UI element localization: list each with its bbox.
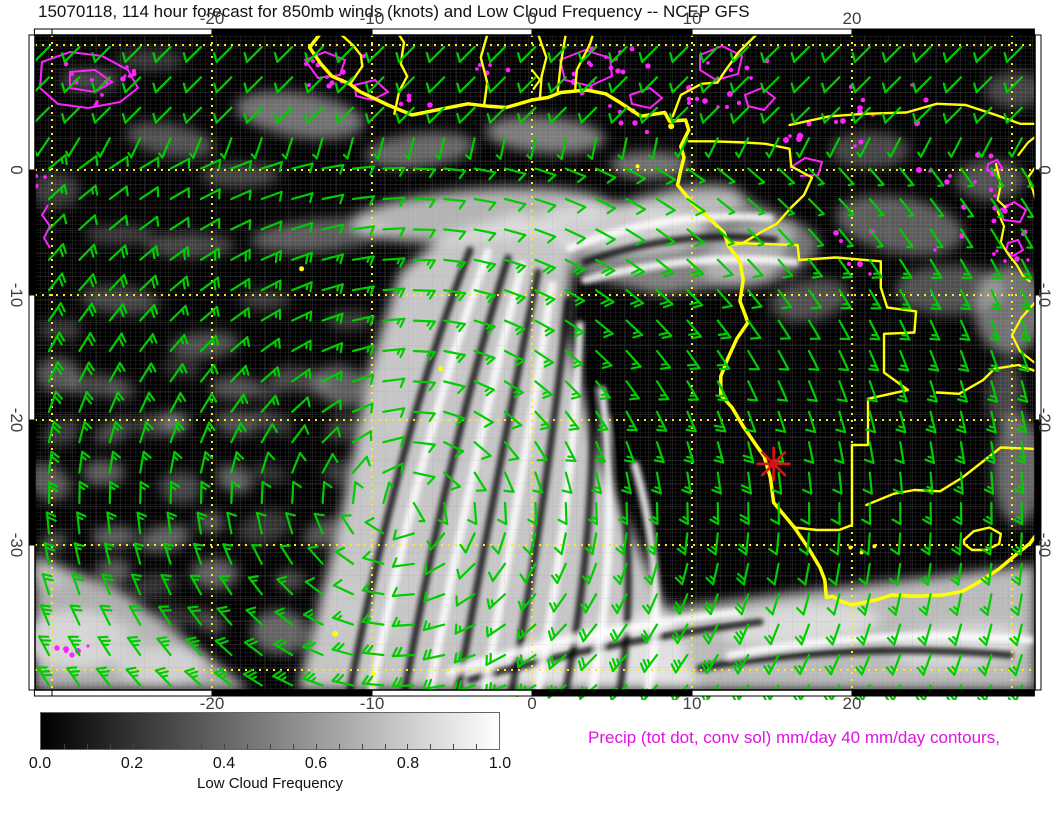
colorbar-minor-tick (385, 744, 386, 749)
bottom-axis-tick-label: 20 (842, 694, 862, 713)
right-axis-tick-label: -10 (1035, 282, 1054, 308)
colorbar-minor-tick (133, 744, 134, 749)
colorbar-tick-label: 0.4 (212, 755, 236, 772)
bottom-axis-tick-label: -20 (199, 694, 225, 713)
colorbar-minor-tick (476, 744, 477, 749)
colorbar-tick-label: 0.2 (120, 755, 144, 772)
colorbar-minor-tick (178, 744, 179, 749)
left-axis-tick-label: -30 (7, 532, 26, 558)
colorbar-minor-tick (110, 744, 111, 749)
top-axis-tick-label: -20 (199, 9, 225, 28)
colorbar-minor-tick (270, 744, 271, 749)
colorbar-minor-tick (64, 744, 65, 749)
colorbar-minor-tick (430, 744, 431, 749)
colorbar-minor-tick (156, 744, 157, 749)
colorbar-minor-tick (247, 744, 248, 749)
colorbar-tick-label: 0.6 (304, 755, 328, 772)
colorbar-minor-tick (87, 744, 88, 749)
chart-title: 15070118, 114 hour forecast for 850mb wi… (38, 2, 750, 21)
precip-caption: Precip (tot dot, conv sol) mm/day 40 mm/… (588, 728, 1000, 747)
left-axis-tick-label: 0 (7, 165, 26, 175)
bottom-axis-tick-label: 10 (682, 694, 702, 713)
right-axis-tick-label: -20 (1035, 407, 1054, 433)
colorbar-minor-tick (201, 744, 202, 749)
top-axis-tick-label: 10 (682, 9, 702, 28)
left-axis-tick-label: -20 (7, 407, 26, 433)
colorbar-title: Low Cloud Frequency (197, 775, 343, 792)
bottom-axis-tick-label: 0 (527, 694, 537, 713)
colorbar-tick-label: 0.8 (396, 755, 420, 772)
right-axis-tick-label: 0 (1035, 165, 1054, 175)
map-canvas (28, 28, 1042, 700)
colorbar-minor-tick (453, 744, 454, 749)
colorbar-gradient (40, 712, 500, 750)
left-axis-tick-label: -10 (7, 282, 26, 308)
top-axis-tick-label: -10 (359, 9, 385, 28)
colorbar-tick-label: 0.0 (28, 755, 52, 772)
colorbar-minor-tick (316, 744, 317, 749)
top-axis-tick-label: 20 (842, 9, 862, 28)
bottom-axis-tick-label: -10 (359, 694, 385, 713)
colorbar-minor-tick (362, 744, 363, 749)
colorbar-tick-label: 1.0 (488, 755, 512, 772)
top-axis-tick-label: 0 (527, 9, 537, 28)
colorbar-minor-tick (224, 744, 225, 749)
colorbar-minor-tick (293, 744, 294, 749)
right-axis-tick-label: -30 (1035, 532, 1054, 558)
colorbar-minor-tick (339, 744, 340, 749)
colorbar-minor-tick (407, 744, 408, 749)
